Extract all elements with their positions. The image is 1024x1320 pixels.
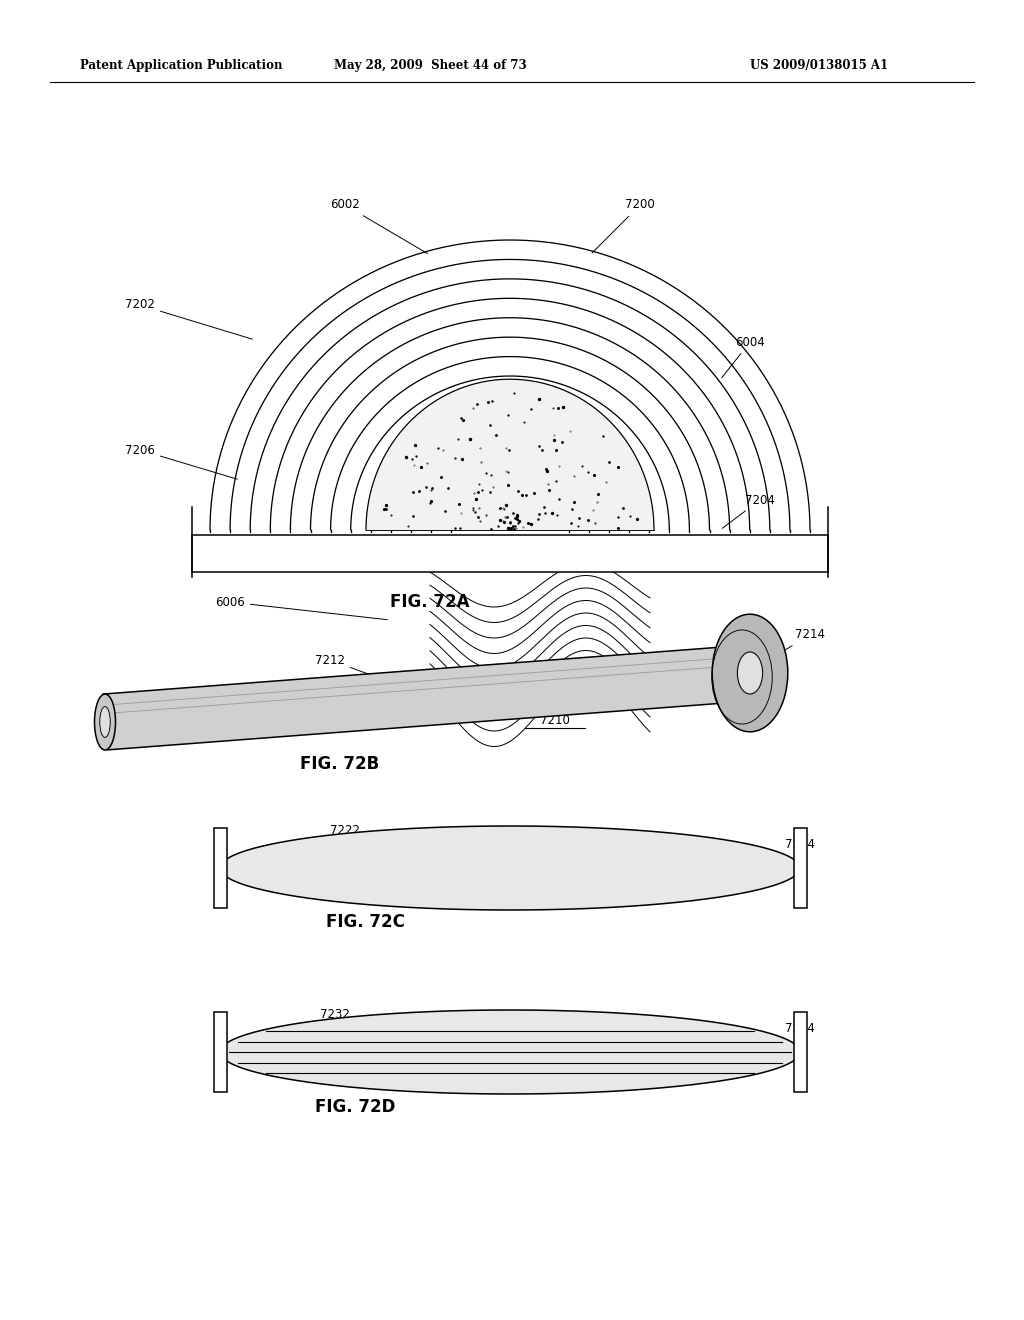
- Ellipse shape: [737, 652, 763, 694]
- Ellipse shape: [99, 706, 111, 738]
- Polygon shape: [366, 379, 654, 531]
- Text: FIG. 72C: FIG. 72C: [326, 913, 404, 931]
- Polygon shape: [220, 1010, 800, 1094]
- Text: 6002: 6002: [330, 198, 428, 253]
- Polygon shape: [794, 1012, 807, 1092]
- Polygon shape: [213, 828, 226, 908]
- Text: 7212: 7212: [315, 653, 418, 692]
- Text: 7200: 7200: [592, 198, 655, 253]
- Text: May 28, 2009  Sheet 44 of 73: May 28, 2009 Sheet 44 of 73: [334, 58, 526, 71]
- Text: 7232: 7232: [321, 1008, 422, 1043]
- Text: FIG. 72B: FIG. 72B: [300, 755, 380, 774]
- Text: 7210: 7210: [540, 714, 570, 726]
- Text: US 2009/0138015 A1: US 2009/0138015 A1: [750, 58, 888, 71]
- Ellipse shape: [713, 614, 787, 731]
- Text: 7214: 7214: [763, 628, 825, 664]
- Text: 7222: 7222: [330, 824, 437, 857]
- Polygon shape: [213, 1012, 226, 1092]
- Text: 7234: 7234: [758, 1023, 815, 1048]
- Text: 6004: 6004: [722, 335, 765, 378]
- Text: 7202: 7202: [125, 298, 252, 339]
- Polygon shape: [193, 535, 828, 572]
- Text: FIG. 72A: FIG. 72A: [390, 593, 470, 611]
- Text: 7204: 7204: [722, 494, 775, 528]
- Text: 7224: 7224: [758, 838, 815, 863]
- Text: 7206: 7206: [125, 444, 238, 479]
- Text: 7220: 7220: [550, 891, 580, 904]
- Text: FIG. 72D: FIG. 72D: [314, 1098, 395, 1115]
- Polygon shape: [794, 828, 807, 908]
- Text: 6006: 6006: [215, 595, 387, 619]
- Text: Patent Application Publication: Patent Application Publication: [80, 58, 283, 71]
- Polygon shape: [102, 645, 752, 750]
- Ellipse shape: [94, 694, 116, 750]
- Polygon shape: [220, 826, 800, 909]
- Text: 7230: 7230: [550, 1076, 580, 1089]
